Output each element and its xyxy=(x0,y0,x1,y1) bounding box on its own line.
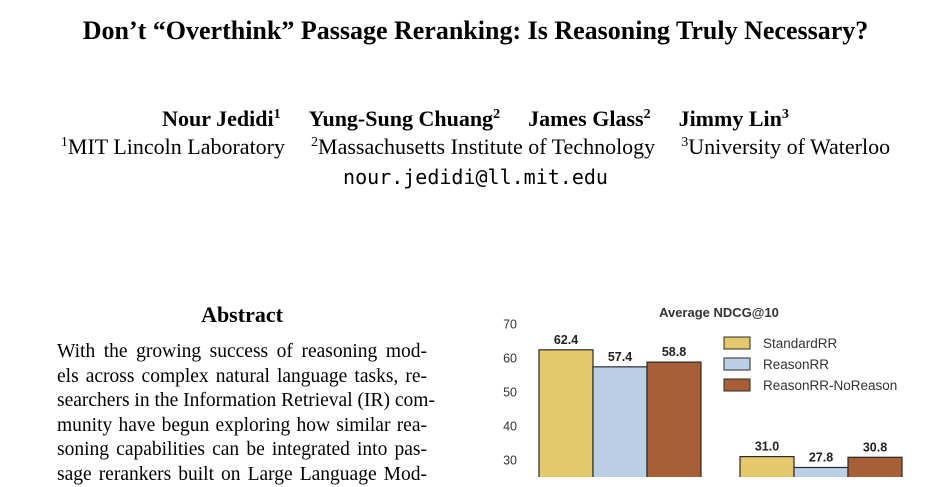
affiliation-list: 1MIT Lincoln Laboratory 2Massachusetts In… xyxy=(0,132,951,162)
legend-label: StandardRR xyxy=(763,336,838,351)
bar-standardrr xyxy=(539,350,593,477)
chart-title: Average NDCG@10 xyxy=(659,305,779,320)
abstract-body: With the growing success of reasoning mo… xyxy=(57,340,427,487)
legend-swatch xyxy=(724,337,750,349)
bar-standardrr xyxy=(740,457,794,477)
abstract-line: With the growing success of reasoning mo… xyxy=(57,340,427,365)
abstract-line: soning capabilities can be integrated in… xyxy=(57,438,427,463)
paper-title: Don’t “Overthink” Passage Reranking: Is … xyxy=(0,14,951,48)
y-tick-label: 40 xyxy=(503,420,517,434)
y-tick-label: 60 xyxy=(503,352,517,366)
chart-svg: Average NDCG@10 70 60 50 40 30 62.4 31.0 57.4 2… xyxy=(470,296,940,477)
author-list: Nour Jedidi1 Yung-Sung Chuang2 James Glass… xyxy=(0,104,951,134)
legend-swatch xyxy=(724,358,750,370)
y-tick-label: 30 xyxy=(503,454,517,468)
contact-email[interactable]: nour.jedidi@ll.mit.edu xyxy=(0,164,951,190)
affiliation: 2Massachusetts Institute of Technology xyxy=(311,134,655,159)
affiliation: 3University of Waterloo xyxy=(681,134,890,159)
ndcg-bar-chart: Average NDCG@10 70 60 50 40 30 62.4 31.0 57.4 2… xyxy=(470,296,940,477)
bar-reasonrr-noreason xyxy=(848,457,902,477)
bar-value-label: 58.8 xyxy=(662,345,686,359)
bar-value-label: 30.8 xyxy=(863,440,887,454)
bar-reasonrr xyxy=(794,467,848,477)
legend-swatch xyxy=(724,379,750,391)
bar-value-label: 27.8 xyxy=(809,450,833,464)
author-name: Nour Jedidi1 xyxy=(162,106,280,131)
author-name: Yung-Sung Chuang2 xyxy=(309,106,500,131)
legend-label: ReasonRR-NoReason xyxy=(763,378,897,393)
bar-reasonrr-noreason xyxy=(647,362,701,477)
bar-value-label: 57.4 xyxy=(608,350,632,364)
abstract-line: els across complex natural language task… xyxy=(57,365,427,390)
legend-label: ReasonRR xyxy=(763,357,829,372)
author-name: Jimmy Lin3 xyxy=(679,106,789,131)
bar-reasonrr xyxy=(593,367,647,477)
y-tick-label: 70 xyxy=(503,318,517,332)
y-tick-label: 50 xyxy=(503,386,517,400)
author-name: James Glass2 xyxy=(528,106,651,131)
abstract-heading: Abstract xyxy=(57,300,427,330)
bar-value-label: 31.0 xyxy=(755,440,779,454)
abstract-line: munity have begun exploring how similar … xyxy=(57,414,427,439)
abstract-line: searchers in the Information Retrieval (… xyxy=(57,389,427,414)
affiliation: 1MIT Lincoln Laboratory xyxy=(61,134,285,159)
bar-value-label: 62.4 xyxy=(554,333,578,347)
abstract-line: sage rerankers built on Large Language M… xyxy=(57,463,427,487)
